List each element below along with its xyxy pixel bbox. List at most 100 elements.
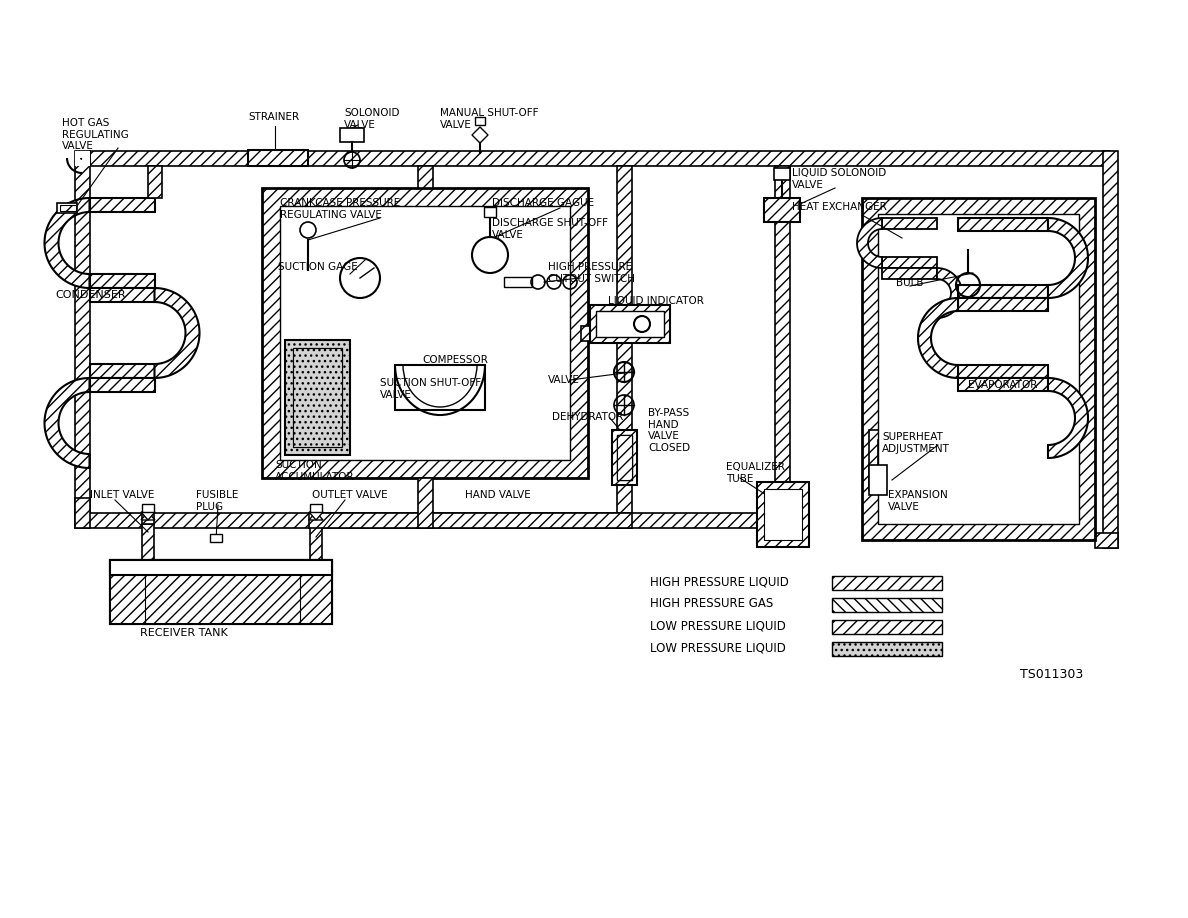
Text: LIQUID SOLONOID
VALVE: LIQUID SOLONOID VALVE bbox=[792, 168, 886, 190]
Bar bbox=[590, 305, 670, 343]
Polygon shape bbox=[309, 512, 323, 520]
Bar bbox=[310, 524, 322, 560]
Text: LOW PRESSURE LIQUID: LOW PRESSURE LIQUID bbox=[650, 619, 786, 632]
Bar bbox=[881, 268, 937, 279]
Bar bbox=[293, 348, 342, 447]
Text: FUSIBLE
PLUG: FUSIBLE PLUG bbox=[196, 490, 239, 511]
Text: EQUALIZER
TUBE: EQUALIZER TUBE bbox=[726, 462, 785, 484]
Polygon shape bbox=[154, 288, 200, 378]
Bar bbox=[110, 560, 331, 624]
Text: HIGH PRESSURE
CUTOUT SWITCH: HIGH PRESSURE CUTOUT SWITCH bbox=[548, 262, 636, 284]
Bar bbox=[832, 620, 942, 634]
Text: SUCTION
ACCUMULATOR: SUCTION ACCUMULATOR bbox=[274, 460, 355, 482]
Text: TS011303: TS011303 bbox=[1020, 668, 1083, 681]
Bar bbox=[143, 512, 154, 524]
Bar bbox=[504, 277, 532, 287]
Text: OUTLET VALVE: OUTLET VALVE bbox=[312, 490, 387, 500]
Bar bbox=[110, 560, 331, 575]
Polygon shape bbox=[472, 127, 488, 143]
Text: SOLONOID
VALVE: SOLONOID VALVE bbox=[345, 108, 399, 129]
Polygon shape bbox=[141, 512, 154, 520]
Bar bbox=[75, 512, 790, 528]
Text: VALVE: VALVE bbox=[548, 375, 580, 385]
Bar bbox=[280, 206, 570, 460]
Text: DEHYDRATOR: DEHYDRATOR bbox=[552, 412, 624, 422]
Text: BULB: BULB bbox=[896, 278, 923, 288]
Bar bbox=[764, 489, 802, 540]
Polygon shape bbox=[44, 378, 89, 468]
Bar bbox=[280, 206, 570, 460]
Bar bbox=[89, 274, 154, 288]
Text: CRANKCASE PRESSURE
REGULATING VALVE: CRANKCASE PRESSURE REGULATING VALVE bbox=[280, 198, 400, 219]
Text: BY-PASS
HAND
VALVE
CLOSED: BY-PASS HAND VALVE CLOSED bbox=[647, 408, 690, 453]
Polygon shape bbox=[309, 512, 323, 520]
Bar bbox=[75, 151, 89, 518]
Text: INLET VALVE: INLET VALVE bbox=[90, 490, 154, 500]
Bar bbox=[775, 165, 790, 528]
Bar bbox=[862, 198, 1095, 540]
Bar bbox=[89, 151, 1110, 165]
Text: SUCTION GAGE: SUCTION GAGE bbox=[278, 262, 358, 272]
Bar bbox=[57, 203, 77, 213]
Bar bbox=[764, 489, 802, 540]
Bar bbox=[775, 168, 790, 180]
Bar bbox=[881, 257, 937, 268]
Text: CONDENSER: CONDENSER bbox=[55, 290, 126, 300]
Bar bbox=[832, 576, 942, 590]
Bar bbox=[89, 198, 154, 212]
Bar bbox=[143, 504, 154, 512]
Bar bbox=[309, 512, 632, 528]
Polygon shape bbox=[937, 268, 962, 318]
Text: LOW PRESSURE LIQUID: LOW PRESSURE LIQUID bbox=[650, 641, 786, 654]
Text: SUCTION SHUT-OFF
VALVE: SUCTION SHUT-OFF VALVE bbox=[380, 378, 481, 399]
Bar bbox=[89, 378, 154, 392]
Bar bbox=[1102, 151, 1118, 547]
Bar bbox=[248, 150, 308, 166]
Bar bbox=[75, 151, 89, 165]
Polygon shape bbox=[1048, 218, 1088, 298]
Text: COMPESSOR: COMPESSOR bbox=[422, 355, 488, 365]
Bar bbox=[617, 165, 632, 528]
Text: HOT GAS
REGULATING
VALVE: HOT GAS REGULATING VALVE bbox=[62, 118, 128, 151]
Bar bbox=[757, 482, 809, 547]
Bar bbox=[143, 524, 154, 560]
Bar bbox=[868, 430, 881, 490]
Bar bbox=[75, 498, 89, 528]
Bar bbox=[958, 378, 1048, 391]
Bar bbox=[878, 214, 1079, 524]
Bar bbox=[340, 128, 364, 142]
Bar bbox=[881, 218, 937, 229]
Text: MANUAL SHUT-OFF
VALVE: MANUAL SHUT-OFF VALVE bbox=[440, 108, 538, 129]
Bar bbox=[310, 504, 322, 512]
Bar bbox=[617, 435, 632, 480]
Bar bbox=[832, 598, 942, 612]
Bar bbox=[285, 340, 350, 455]
Text: DISCHARGE GAGUE: DISCHARGE GAGUE bbox=[492, 198, 594, 208]
Text: HIGH PRESSURE GAS: HIGH PRESSURE GAS bbox=[650, 597, 773, 610]
Bar bbox=[958, 298, 1048, 311]
Bar bbox=[110, 560, 331, 624]
Polygon shape bbox=[44, 198, 89, 288]
Bar bbox=[210, 534, 222, 542]
Bar bbox=[417, 478, 432, 528]
Bar bbox=[878, 214, 1079, 524]
Bar bbox=[417, 165, 432, 188]
Text: RECEIVER TANK: RECEIVER TANK bbox=[140, 628, 228, 638]
Text: EVAPORATOR: EVAPORATOR bbox=[968, 380, 1037, 390]
Bar bbox=[958, 285, 1048, 298]
Text: STRAINER: STRAINER bbox=[248, 112, 299, 122]
Bar bbox=[89, 288, 154, 302]
Bar bbox=[832, 642, 942, 656]
Polygon shape bbox=[918, 298, 958, 378]
Bar bbox=[1095, 532, 1118, 547]
Bar bbox=[293, 348, 342, 447]
Text: HIGH PRESSURE LIQUID: HIGH PRESSURE LIQUID bbox=[650, 575, 789, 588]
Bar bbox=[958, 218, 1048, 231]
Bar bbox=[263, 188, 588, 478]
Text: HEAT EXCHANGER: HEAT EXCHANGER bbox=[792, 202, 886, 212]
Text: SUPERHEAT
ADJUSTMENT: SUPERHEAT ADJUSTMENT bbox=[881, 432, 950, 453]
Bar bbox=[868, 465, 887, 495]
Bar bbox=[89, 364, 154, 378]
Bar bbox=[581, 326, 632, 341]
Bar bbox=[596, 311, 664, 337]
